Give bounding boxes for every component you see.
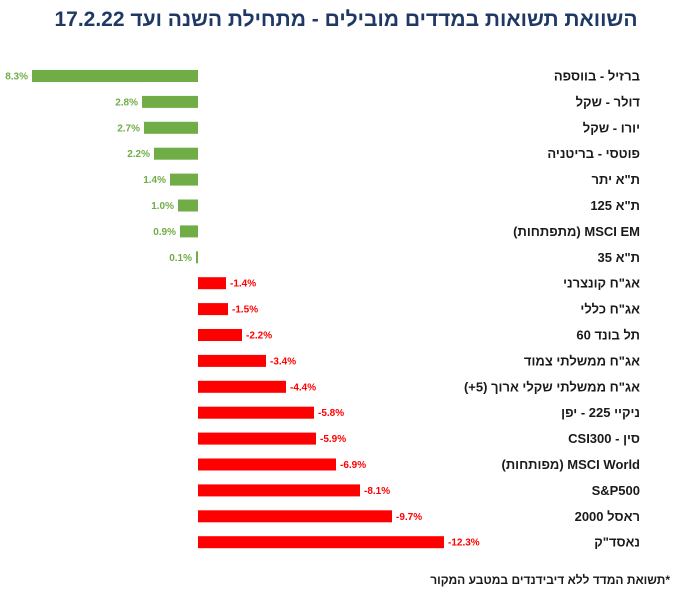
- category-label: אג"ח ממשלתי צמוד: [524, 353, 640, 368]
- value-label: -9.7%: [396, 512, 422, 523]
- value-label: 0.1%: [169, 253, 192, 264]
- value-label: -1.4%: [230, 279, 256, 290]
- bar: [198, 380, 286, 393]
- bar: [198, 354, 266, 367]
- category-label: תל בונד 60: [576, 328, 640, 343]
- bar: [198, 406, 314, 419]
- category-label: S&P500: [592, 483, 640, 498]
- bar: [198, 432, 316, 445]
- bar: [198, 484, 360, 497]
- value-label: 0.9%: [153, 227, 176, 238]
- value-label: -4.4%: [290, 382, 316, 393]
- bar: [154, 147, 198, 160]
- value-label: 2.8%: [115, 97, 138, 108]
- bar: [170, 173, 198, 186]
- bar: [198, 458, 336, 471]
- value-label: 2.2%: [127, 149, 150, 160]
- bar: [32, 70, 198, 82]
- category-label: ניקיי 225 - יפן: [561, 405, 640, 420]
- category-label: ת"א יתר: [592, 172, 640, 187]
- category-label: אג"ח קונצרני: [563, 276, 640, 291]
- value-label: -2.2%: [246, 331, 272, 342]
- bar: [144, 121, 198, 134]
- value-label: 1.4%: [143, 175, 166, 186]
- value-label: 1.0%: [151, 201, 174, 212]
- category-label: ראסל 2000: [575, 509, 640, 524]
- category-label: אג"ח ממשלתי שקלי ארוך (5+): [464, 379, 640, 394]
- value-label: 8.3%: [5, 72, 28, 83]
- value-label: -5.8%: [318, 408, 344, 419]
- bar: [198, 303, 228, 316]
- bar: [198, 277, 226, 290]
- value-label: -3.4%: [270, 356, 296, 367]
- bar: [180, 225, 198, 238]
- value-label: 2.7%: [117, 123, 140, 134]
- bar: [196, 251, 198, 264]
- bar: [198, 510, 392, 523]
- category-label: MSCI World (מפותחות): [502, 457, 641, 472]
- category-label: סין - CSI300: [568, 431, 640, 446]
- value-label: -5.9%: [320, 434, 346, 445]
- category-label: נאסד"ק: [594, 535, 640, 550]
- category-label: MSCI EM (מתפתחות): [513, 224, 640, 239]
- bar: [178, 199, 198, 212]
- value-label: -8.1%: [364, 486, 390, 497]
- category-label: ת"א 35: [598, 250, 640, 265]
- category-label: יורו - שקל: [583, 120, 640, 135]
- category-label: דולר - שקל: [576, 94, 641, 109]
- value-label: -6.9%: [340, 460, 366, 471]
- category-label: אג"ח כללי: [580, 302, 640, 317]
- footnote: *תשואת המדד ללא דיבידנדים במטבע המקור: [430, 573, 670, 587]
- chart-title: השוואת תשואות במדדים מובילים - מתחילת הש…: [54, 8, 638, 31]
- bar: [142, 95, 198, 108]
- category-label: ברזיל - בווספה: [554, 69, 640, 84]
- bar: [198, 536, 444, 549]
- value-label: -1.5%: [232, 305, 258, 316]
- category-label: פוטסי - בריטניה: [547, 146, 640, 161]
- value-label: -12.3%: [448, 538, 480, 549]
- bar: [198, 329, 242, 341]
- category-label: ת"א 125: [590, 198, 640, 213]
